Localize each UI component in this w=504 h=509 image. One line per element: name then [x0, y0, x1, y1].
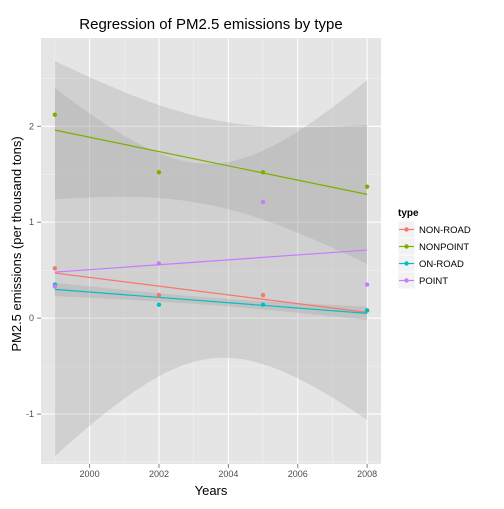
- data-point-nonpoint: [260, 170, 266, 175]
- x-tick-label: 2002: [149, 469, 169, 479]
- data-point-point: [156, 261, 162, 266]
- legend-marker-on-road: [404, 261, 409, 266]
- legend-label-on-road: ON-ROAD: [419, 259, 464, 270]
- data-point-non-road: [156, 292, 162, 298]
- legend-title: type: [398, 208, 419, 219]
- legend-label-point: POINT: [419, 276, 448, 287]
- data-point-point: [260, 199, 266, 205]
- legend: NON-ROAD NONPOINT ON-ROAD POINT: [397, 220, 471, 290]
- regression-line-nonpoint: [54, 129, 368, 195]
- legend-label-non-road: NON-ROAD: [419, 225, 471, 236]
- data-point-non-road: [260, 292, 266, 298]
- x-tick-label: 2008: [357, 469, 377, 479]
- data-point-non-road: [52, 266, 58, 271]
- data-point-nonpoint: [52, 112, 58, 117]
- data-point-nonpoint: [364, 184, 370, 189]
- x-tick-label: 2006: [288, 469, 308, 479]
- legend-marker-non-road: [404, 227, 409, 232]
- data-point-on-road: [260, 302, 266, 307]
- regression-line-on-road: [54, 288, 368, 314]
- regression-line-point: [54, 249, 368, 273]
- data-point-point: [364, 282, 370, 287]
- y-axis-label: PM2.5 emissions (per thousand tons): [9, 136, 24, 351]
- confidence-band-point: [54, 80, 368, 457]
- data-point-on-road: [156, 302, 162, 307]
- data-point-on-road: [364, 308, 370, 313]
- legend-marker-nonpoint: [404, 244, 409, 249]
- y-tick-label: 1: [29, 217, 34, 227]
- y-tick-label: 2: [29, 121, 34, 131]
- legend-marker-point: [404, 278, 409, 283]
- chart-title: Regression of PM2.5 emissions by type: [79, 16, 342, 33]
- plot-panel: 2000 2002 2004 2006 2008 -1 0 1 2: [26, 38, 381, 479]
- y-tick-label: -1: [26, 409, 34, 419]
- data-point-nonpoint: [156, 170, 162, 175]
- x-tick-label: 2000: [80, 469, 100, 479]
- y-tick-label: 0: [29, 313, 34, 323]
- regression-line-non-road: [54, 272, 368, 314]
- x-axis-label: Years: [195, 483, 228, 498]
- legend-label-nonpoint: NONPOINT: [419, 242, 469, 253]
- x-tick-label: 2004: [218, 469, 238, 479]
- data-point-point: [52, 284, 58, 289]
- panel-background: [41, 38, 381, 464]
